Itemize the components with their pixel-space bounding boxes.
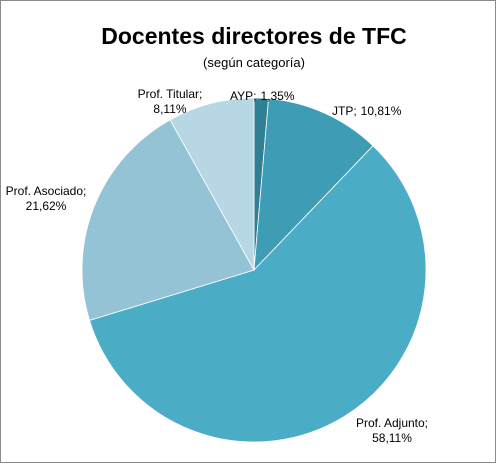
label-value: 10,81% <box>361 104 402 118</box>
label-value: 21,62% <box>26 199 67 213</box>
label-category: JTP; <box>332 104 357 118</box>
label-category: Prof. Adjunto; <box>356 416 428 430</box>
label-category: Prof. Asociado; <box>6 184 87 198</box>
label-value: 58,11% <box>372 431 412 445</box>
label-category: Prof. Titular; <box>138 87 203 101</box>
label-value: 8,11% <box>153 102 186 116</box>
data-label: AYP; 1,35% <box>230 89 295 103</box>
data-label: JTP; 10,81% <box>332 104 402 118</box>
pie-slice <box>253 98 374 272</box>
pie-slice <box>89 145 427 443</box>
chart-title: Docentes directores de TFC <box>101 23 406 49</box>
chart-subtitle: (según categoría) <box>203 55 305 70</box>
label-category: AYP; <box>230 89 256 103</box>
data-label: Prof. Asociado; 21,62% <box>6 184 87 213</box>
data-label: Prof. Adjunto; 58,11% <box>356 416 428 445</box>
pie-slice <box>169 97 255 272</box>
data-label: Prof. Titular; 8,11% <box>138 87 203 116</box>
label-value: 1,35% <box>260 89 294 103</box>
pie-slice <box>81 119 255 321</box>
